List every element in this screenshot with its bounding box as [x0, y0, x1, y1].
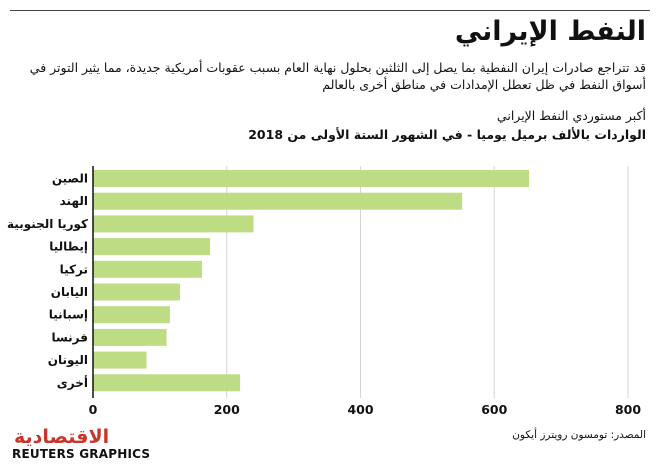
- x-tick-label-4: 800: [615, 402, 641, 417]
- x-tick-label-0: 0: [89, 402, 98, 417]
- category-label-3: إيطاليا: [49, 240, 88, 254]
- page-subtitle: قد تتراجع صادرات إيران النفطية بما يصل إ…: [29, 60, 646, 92]
- page-title: النفط الإيراني: [454, 16, 646, 47]
- bar-1: [93, 192, 463, 210]
- bar-7: [93, 328, 167, 346]
- category-label-6: إسبانيا: [49, 308, 88, 322]
- bar-5: [93, 283, 180, 301]
- bar-2: [93, 215, 254, 233]
- category-label-2: كوريا الجنوبية: [7, 217, 88, 232]
- bar-0: [93, 170, 530, 187]
- top-rule: [10, 10, 650, 11]
- category-label-9: أخرى: [57, 375, 88, 390]
- bar-6: [93, 306, 170, 324]
- bar-9: [93, 374, 241, 392]
- brand-label: REUTERS GRAPHICS: [12, 447, 151, 461]
- chart-subtitle: الواردات بالألف برميل يوميا - في الشهور …: [248, 127, 646, 142]
- category-label-8: اليونان: [48, 353, 88, 368]
- chart-title: أكبر مستوردي النفط الإيراني: [496, 108, 646, 123]
- category-label-0: الصين: [52, 172, 88, 186]
- x-tick-label-3: 600: [481, 402, 507, 417]
- bar-3: [93, 238, 211, 256]
- x-tick-label-1: 200: [214, 402, 240, 417]
- x-tick-label-2: 400: [347, 402, 373, 417]
- bar-8: [93, 351, 147, 369]
- category-label-7: فرنسا: [51, 330, 88, 344]
- category-label-1: الهند: [60, 194, 88, 208]
- category-label-4: تركيا: [60, 262, 88, 276]
- bar-4: [93, 260, 203, 278]
- source-note: المصدر: تومسون رويترز أيكون: [512, 429, 646, 441]
- category-label-5: اليابان: [51, 285, 88, 299]
- publisher-logo: الاقتصادية: [14, 426, 110, 448]
